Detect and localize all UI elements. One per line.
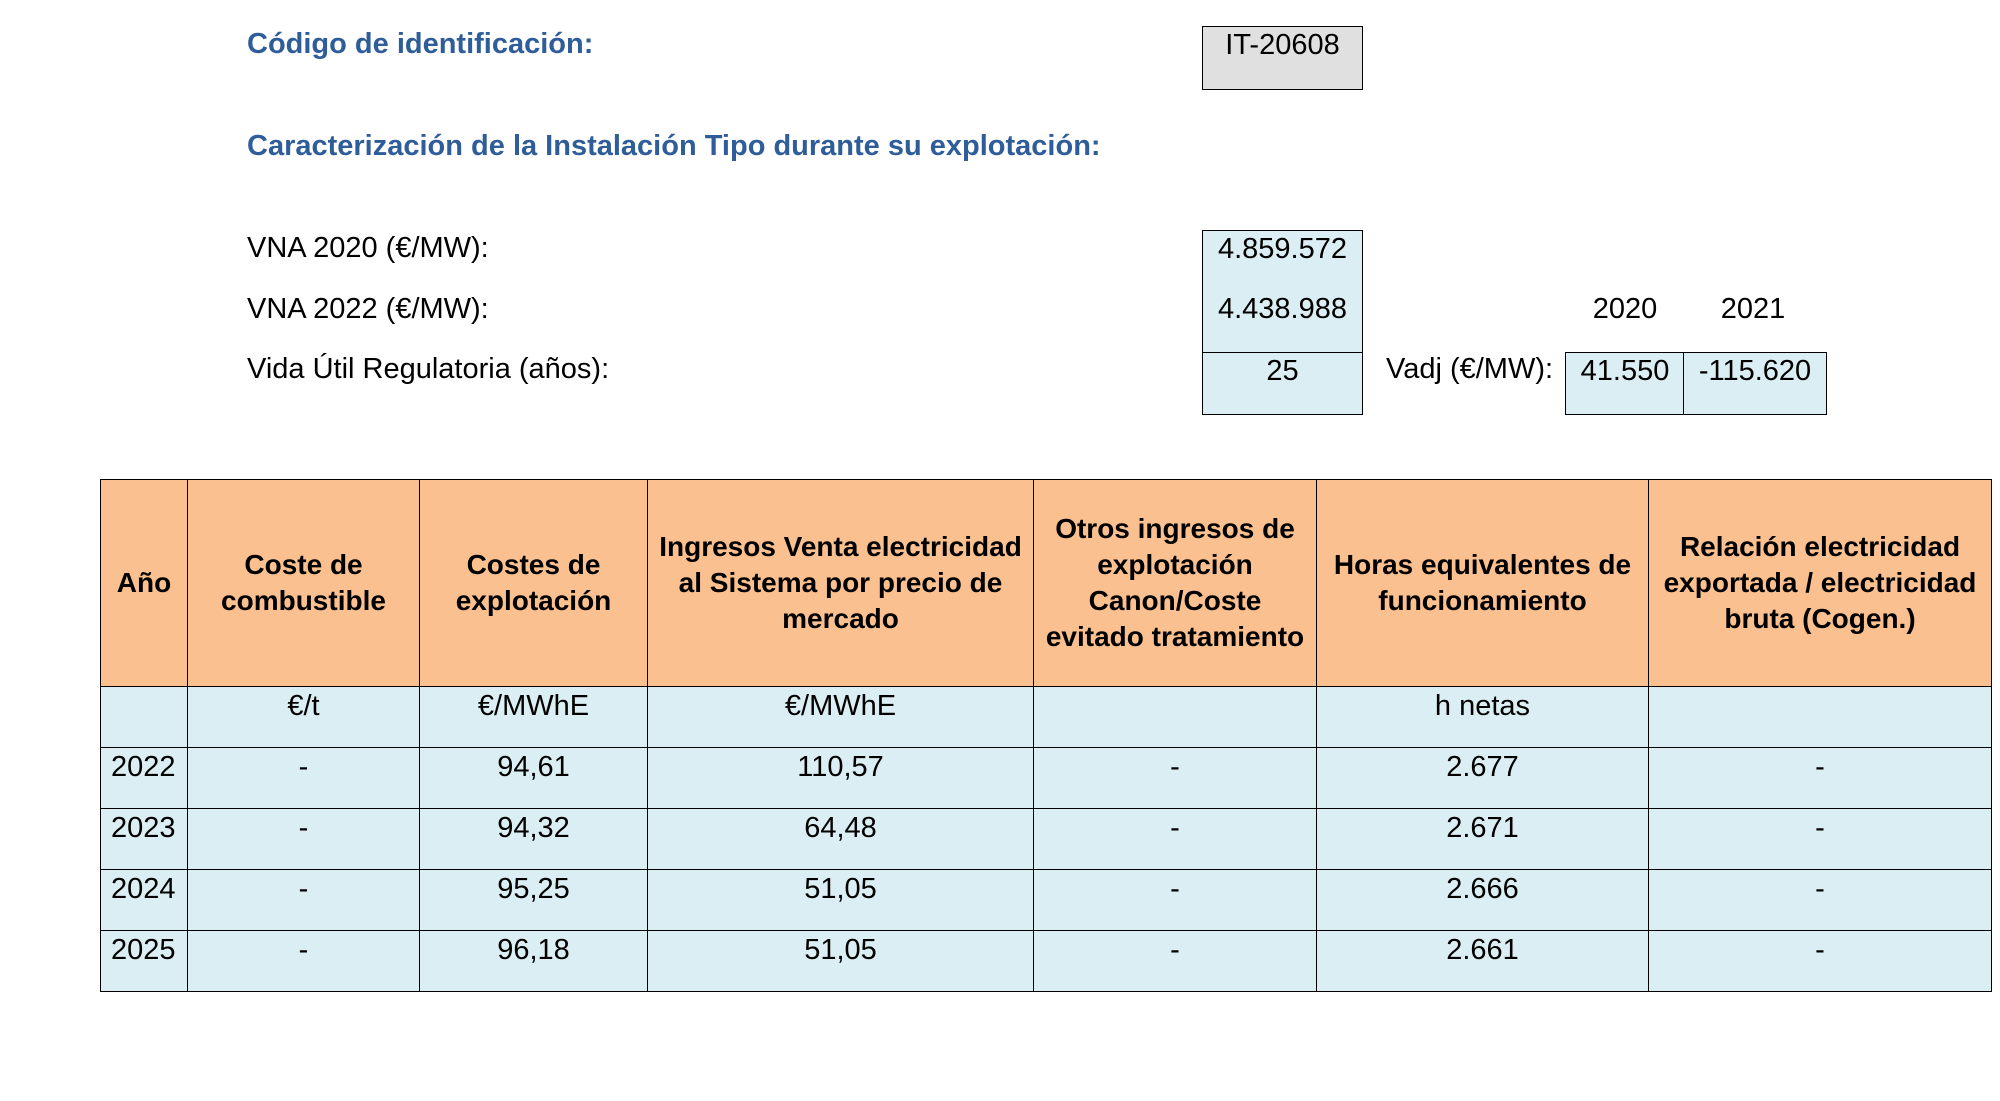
unit-cell [1033, 686, 1317, 748]
vna2022-label: VNA 2022 (€/MW): [247, 293, 489, 325]
vadj-year-2020: 2020 [1592, 293, 1658, 325]
col-header-relacion-electricidad: Relación electricidad exportada / electr… [1648, 479, 1992, 687]
table-cell: 2.677 [1316, 747, 1649, 809]
units-row: €/t €/MWhE €/MWhE h netas [100, 686, 1992, 748]
table-cell: 2.666 [1316, 869, 1649, 931]
vna2020-value: 4.859.572 [1202, 230, 1363, 293]
operation-table: Año Coste de combustible Costes de explo… [100, 479, 1992, 992]
table-cell: 2.671 [1316, 808, 1649, 870]
vadj-value-2020: 41.550 [1565, 352, 1685, 415]
col-header-coste-combustible: Coste de combustible [187, 479, 420, 687]
unit-cell [100, 686, 188, 748]
col-header-otros-ingresos: Otros ingresos de explotación Canon/Cost… [1033, 479, 1317, 687]
vna2020-label: VNA 2020 (€/MW): [247, 232, 489, 264]
codigo-label: Código de identificación: [247, 28, 594, 60]
col-header-ano: Año [100, 479, 188, 687]
vadj-label: Vadj (€/MW): [1386, 353, 1554, 385]
table-cell: 51,05 [647, 869, 1034, 931]
table-cell: - [187, 808, 420, 870]
table-cell: 2.661 [1316, 930, 1649, 992]
table-cell: - [1648, 808, 1992, 870]
table-cell: - [187, 747, 420, 809]
table-cell: - [1648, 869, 1992, 931]
table-cell: - [187, 930, 420, 992]
table-row: 2022 - 94,61 110,57 - 2.677 - [100, 747, 1992, 809]
table-cell: - [1033, 869, 1317, 931]
vadj-year-2021: 2021 [1720, 293, 1786, 325]
unit-cell: €/MWhE [419, 686, 648, 748]
table-row: 2025 - 96,18 51,05 - 2.661 - [100, 930, 1992, 992]
vida-util-value: 25 [1202, 352, 1363, 415]
unit-cell [1648, 686, 1992, 748]
year-cell: 2025 [100, 930, 188, 992]
year-cell: 2023 [100, 808, 188, 870]
table-cell: - [1033, 930, 1317, 992]
codigo-value: IT-20608 [1202, 26, 1363, 90]
unit-cell: h netas [1316, 686, 1649, 748]
unit-cell: €/t [187, 686, 420, 748]
table-cell: 110,57 [647, 747, 1034, 809]
table-cell: 64,48 [647, 808, 1034, 870]
table-row: 2023 - 94,32 64,48 - 2.671 - [100, 808, 1992, 870]
col-header-ingresos-venta: Ingresos Venta electricidad al Sistema p… [647, 479, 1034, 687]
table-cell: 51,05 [647, 930, 1034, 992]
table-cell: 94,32 [419, 808, 648, 870]
table-cell: - [1648, 930, 1992, 992]
table-cell: 96,18 [419, 930, 648, 992]
year-cell: 2024 [100, 869, 188, 931]
table-cell: - [1033, 808, 1317, 870]
table-cell: - [187, 869, 420, 931]
unit-cell: €/MWhE [647, 686, 1034, 748]
vadj-value-2021: -115.620 [1683, 352, 1827, 415]
vna2022-value: 4.438.988 [1202, 291, 1363, 354]
table-cell: - [1648, 747, 1992, 809]
year-cell: 2022 [100, 747, 188, 809]
vida-util-label: Vida Útil Regulatoria (años): [247, 353, 610, 385]
caracterizacion-heading: Caracterización de la Instalación Tipo d… [247, 130, 1101, 162]
table-row: 2024 - 95,25 51,05 - 2.666 - [100, 869, 1992, 931]
header-row: Año Coste de combustible Costes de explo… [100, 479, 1992, 687]
table-cell: 94,61 [419, 747, 648, 809]
col-header-horas-equivalentes: Horas equivalentes de funcionamiento [1316, 479, 1649, 687]
table-cell: - [1033, 747, 1317, 809]
col-header-costes-explotacion: Costes de explotación [419, 479, 648, 687]
table-cell: 95,25 [419, 869, 648, 931]
